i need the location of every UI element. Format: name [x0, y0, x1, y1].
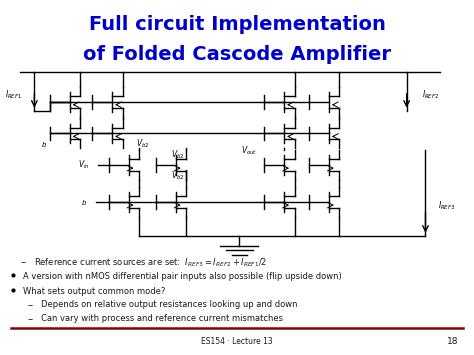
Text: $V_{out}$: $V_{out}$: [241, 145, 257, 157]
Text: $V_{in}$: $V_{in}$: [78, 159, 90, 171]
Text: Reference current sources are set:  $I_{REF3} = I_{REF2} + I_{REF1}/2$: Reference current sources are set: $I_{R…: [35, 257, 268, 269]
Text: Can vary with process and reference current mismatches: Can vary with process and reference curr…: [41, 314, 283, 323]
Text: –: –: [27, 314, 33, 324]
Text: Full circuit Implementation: Full circuit Implementation: [89, 16, 385, 34]
Text: $I_{REF2}$: $I_{REF2}$: [421, 88, 439, 101]
Text: –: –: [27, 300, 33, 310]
Text: A version with nMOS differential pair inputs also possible (flip upside down): A version with nMOS differential pair in…: [23, 272, 341, 281]
Text: $V_{b2}$: $V_{b2}$: [171, 169, 185, 182]
Text: ES154 · Lecture 13: ES154 · Lecture 13: [201, 337, 273, 346]
Text: $V_{b2}$: $V_{b2}$: [136, 138, 149, 150]
Text: $I_{REF1}$: $I_{REF1}$: [5, 88, 22, 101]
Text: –: –: [20, 257, 26, 267]
Text: What sets output common mode?: What sets output common mode?: [23, 287, 165, 296]
Text: of Folded Cascode Amplifier: of Folded Cascode Amplifier: [83, 45, 391, 64]
Text: $I_{REF3}$: $I_{REF3}$: [438, 200, 456, 212]
Text: $V_{b2}$: $V_{b2}$: [171, 148, 185, 161]
Text: $b$: $b$: [41, 140, 47, 148]
Text: 18: 18: [447, 337, 458, 346]
Text: Depends on relative output resistances looking up and down: Depends on relative output resistances l…: [41, 300, 298, 309]
Text: $b$: $b$: [81, 198, 87, 207]
